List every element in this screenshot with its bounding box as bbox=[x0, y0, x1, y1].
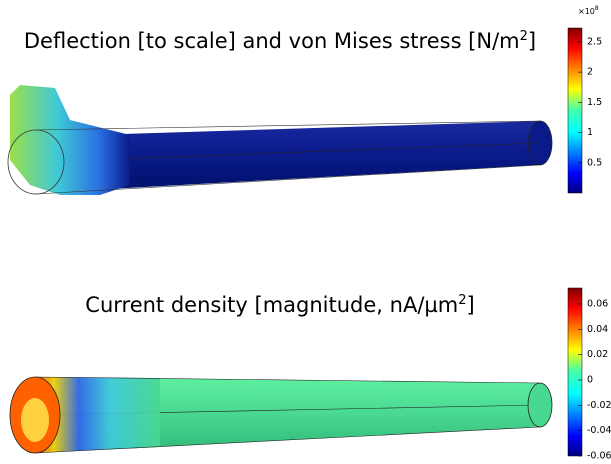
deformed-beam bbox=[8, 85, 552, 195]
tick-label: 0.04 bbox=[587, 324, 608, 335]
title-sup: 2 bbox=[520, 29, 528, 44]
tick-label: 2.5 bbox=[587, 36, 602, 47]
panel-title: Deflection [to scale] and von Mises stre… bbox=[24, 29, 536, 53]
title-text: Deflection [to scale] and von Mises stre… bbox=[24, 29, 520, 53]
tick-label: 0.02 bbox=[587, 349, 608, 360]
tick-label: 0 bbox=[587, 374, 593, 385]
tick-label: 1 bbox=[587, 127, 593, 138]
panel-title: Current density [magnitude, nA/µm2] bbox=[85, 293, 474, 317]
tick-label: 0.06 bbox=[587, 298, 608, 309]
tick-label: 2 bbox=[587, 67, 593, 78]
figure: Deflection [to scale] and von Mises stre… bbox=[0, 0, 611, 464]
tick-label: 0.5 bbox=[587, 157, 602, 168]
beam bbox=[10, 377, 552, 453]
title-text: Current density [magnitude, nA/µm bbox=[85, 293, 458, 317]
multiplier-exp: 8 bbox=[595, 5, 599, 12]
title-end: ] bbox=[528, 29, 536, 53]
tick-label: 1.5 bbox=[587, 97, 602, 108]
tick-label: -0.02 bbox=[587, 400, 611, 411]
colorbar-multiplier: ×108 bbox=[578, 5, 599, 16]
title-end: ] bbox=[467, 293, 475, 317]
colorbar bbox=[568, 28, 582, 193]
tick-label: -0.06 bbox=[587, 451, 611, 462]
multiplier: ×10 bbox=[578, 7, 595, 16]
tick-label: -0.04 bbox=[587, 425, 611, 436]
title-sup: 2 bbox=[458, 293, 466, 308]
